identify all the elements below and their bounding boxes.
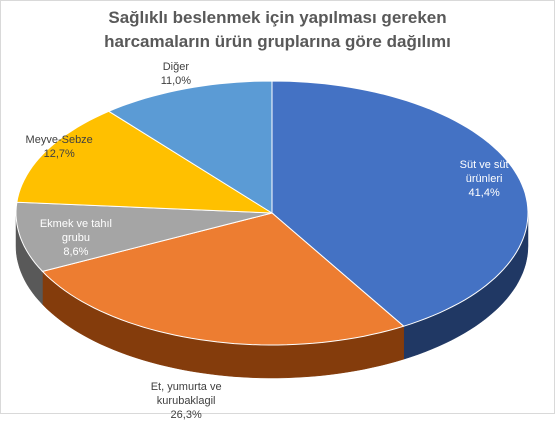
slice-value-et: 26,3% [170,408,202,421]
chart-title-line-2: harcamaların ürün gruplarına göre dağılı… [104,32,451,51]
slice-value-meyve: 12,7% [43,148,75,161]
slice-label-et-line-2: kurubaklagil [156,394,216,407]
slice-label-diger: Diğer 11,0% [161,60,191,88]
slice-ekmek [15,201,273,272]
slice-value-ekmek: 8,6% [63,246,89,259]
slice-label-meyve-line-1: Meyve-Sebze [25,134,93,147]
slice-label-sut-line-2: ürünleri [465,172,503,185]
slice-label-ekmek-line-2: grubu [61,232,90,245]
chart-title-line-1: Sağlıklı beslenmek için yapılması gereke… [108,8,447,27]
slice-label-sut-line-1: Süt ve süt [459,158,509,171]
slice-et [41,212,405,346]
slice-meyve [16,110,274,214]
slice-diger [107,80,273,214]
slice-label-diger-line-1: Diğer [162,60,190,73]
slice-value-sut: 41,4% [468,186,500,199]
slice-value-diger: 11,0% [160,74,192,87]
slice-label-sut: Süt ve süt ürünleri 41,4% [460,158,509,200]
slice-label-et: Et, yumurta ve kurubaklagil 26,3% [151,380,222,422]
slice-label-meyve: Meyve-Sebze 12,7% [26,133,93,161]
chart-title: Sağlıklı beslenmek için yapılması gereke… [0,6,555,54]
slice-label-ekmek: Ekmek ve tahıl grubu 8,6% [40,217,112,259]
slice-label-ekmek-line-1: Ekmek ve tahıl [39,218,112,231]
slice-label-et-line-1: Et, yumurta ve [150,380,222,393]
slice-sut [271,80,529,327]
